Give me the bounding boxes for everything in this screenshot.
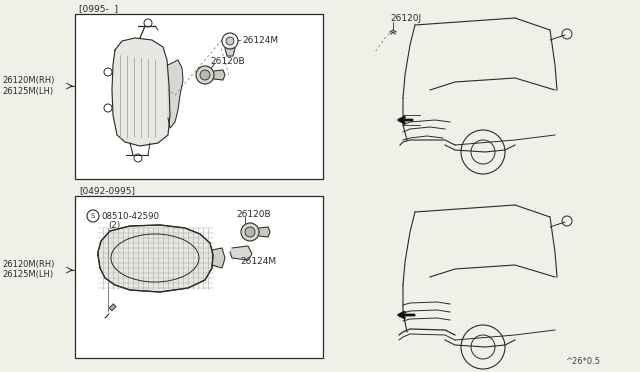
Polygon shape (230, 246, 252, 260)
Polygon shape (214, 70, 225, 80)
Polygon shape (168, 60, 183, 128)
Text: ^26*0.5: ^26*0.5 (565, 357, 600, 366)
Polygon shape (112, 38, 170, 146)
Text: 26120M(RH): 26120M(RH) (2, 76, 54, 84)
Text: S: S (91, 213, 95, 219)
Text: 26120B: 26120B (236, 209, 271, 218)
Text: [0995-  ]: [0995- ] (79, 4, 118, 13)
Bar (75, 196, 323, 358)
Text: 26124M: 26124M (242, 35, 278, 45)
Circle shape (241, 223, 259, 241)
Text: 26120B: 26120B (210, 57, 244, 65)
Text: 26120M(RH): 26120M(RH) (2, 260, 54, 269)
Polygon shape (259, 227, 270, 237)
Polygon shape (98, 225, 213, 292)
Circle shape (200, 70, 210, 80)
Bar (109, 304, 116, 311)
Text: 26124M: 26124M (240, 257, 276, 266)
Text: [0492-0995]: [0492-0995] (79, 186, 135, 196)
Bar (75, 14, 323, 179)
Circle shape (196, 66, 214, 84)
Text: 26125M(LH): 26125M(LH) (2, 270, 53, 279)
Circle shape (226, 37, 234, 45)
Polygon shape (225, 48, 235, 56)
Circle shape (245, 227, 255, 237)
Text: 26120J: 26120J (390, 13, 421, 22)
Text: 08510-42590: 08510-42590 (101, 212, 159, 221)
Text: 26125M(LH): 26125M(LH) (2, 87, 53, 96)
Text: (2): (2) (108, 221, 120, 230)
Polygon shape (212, 248, 225, 268)
